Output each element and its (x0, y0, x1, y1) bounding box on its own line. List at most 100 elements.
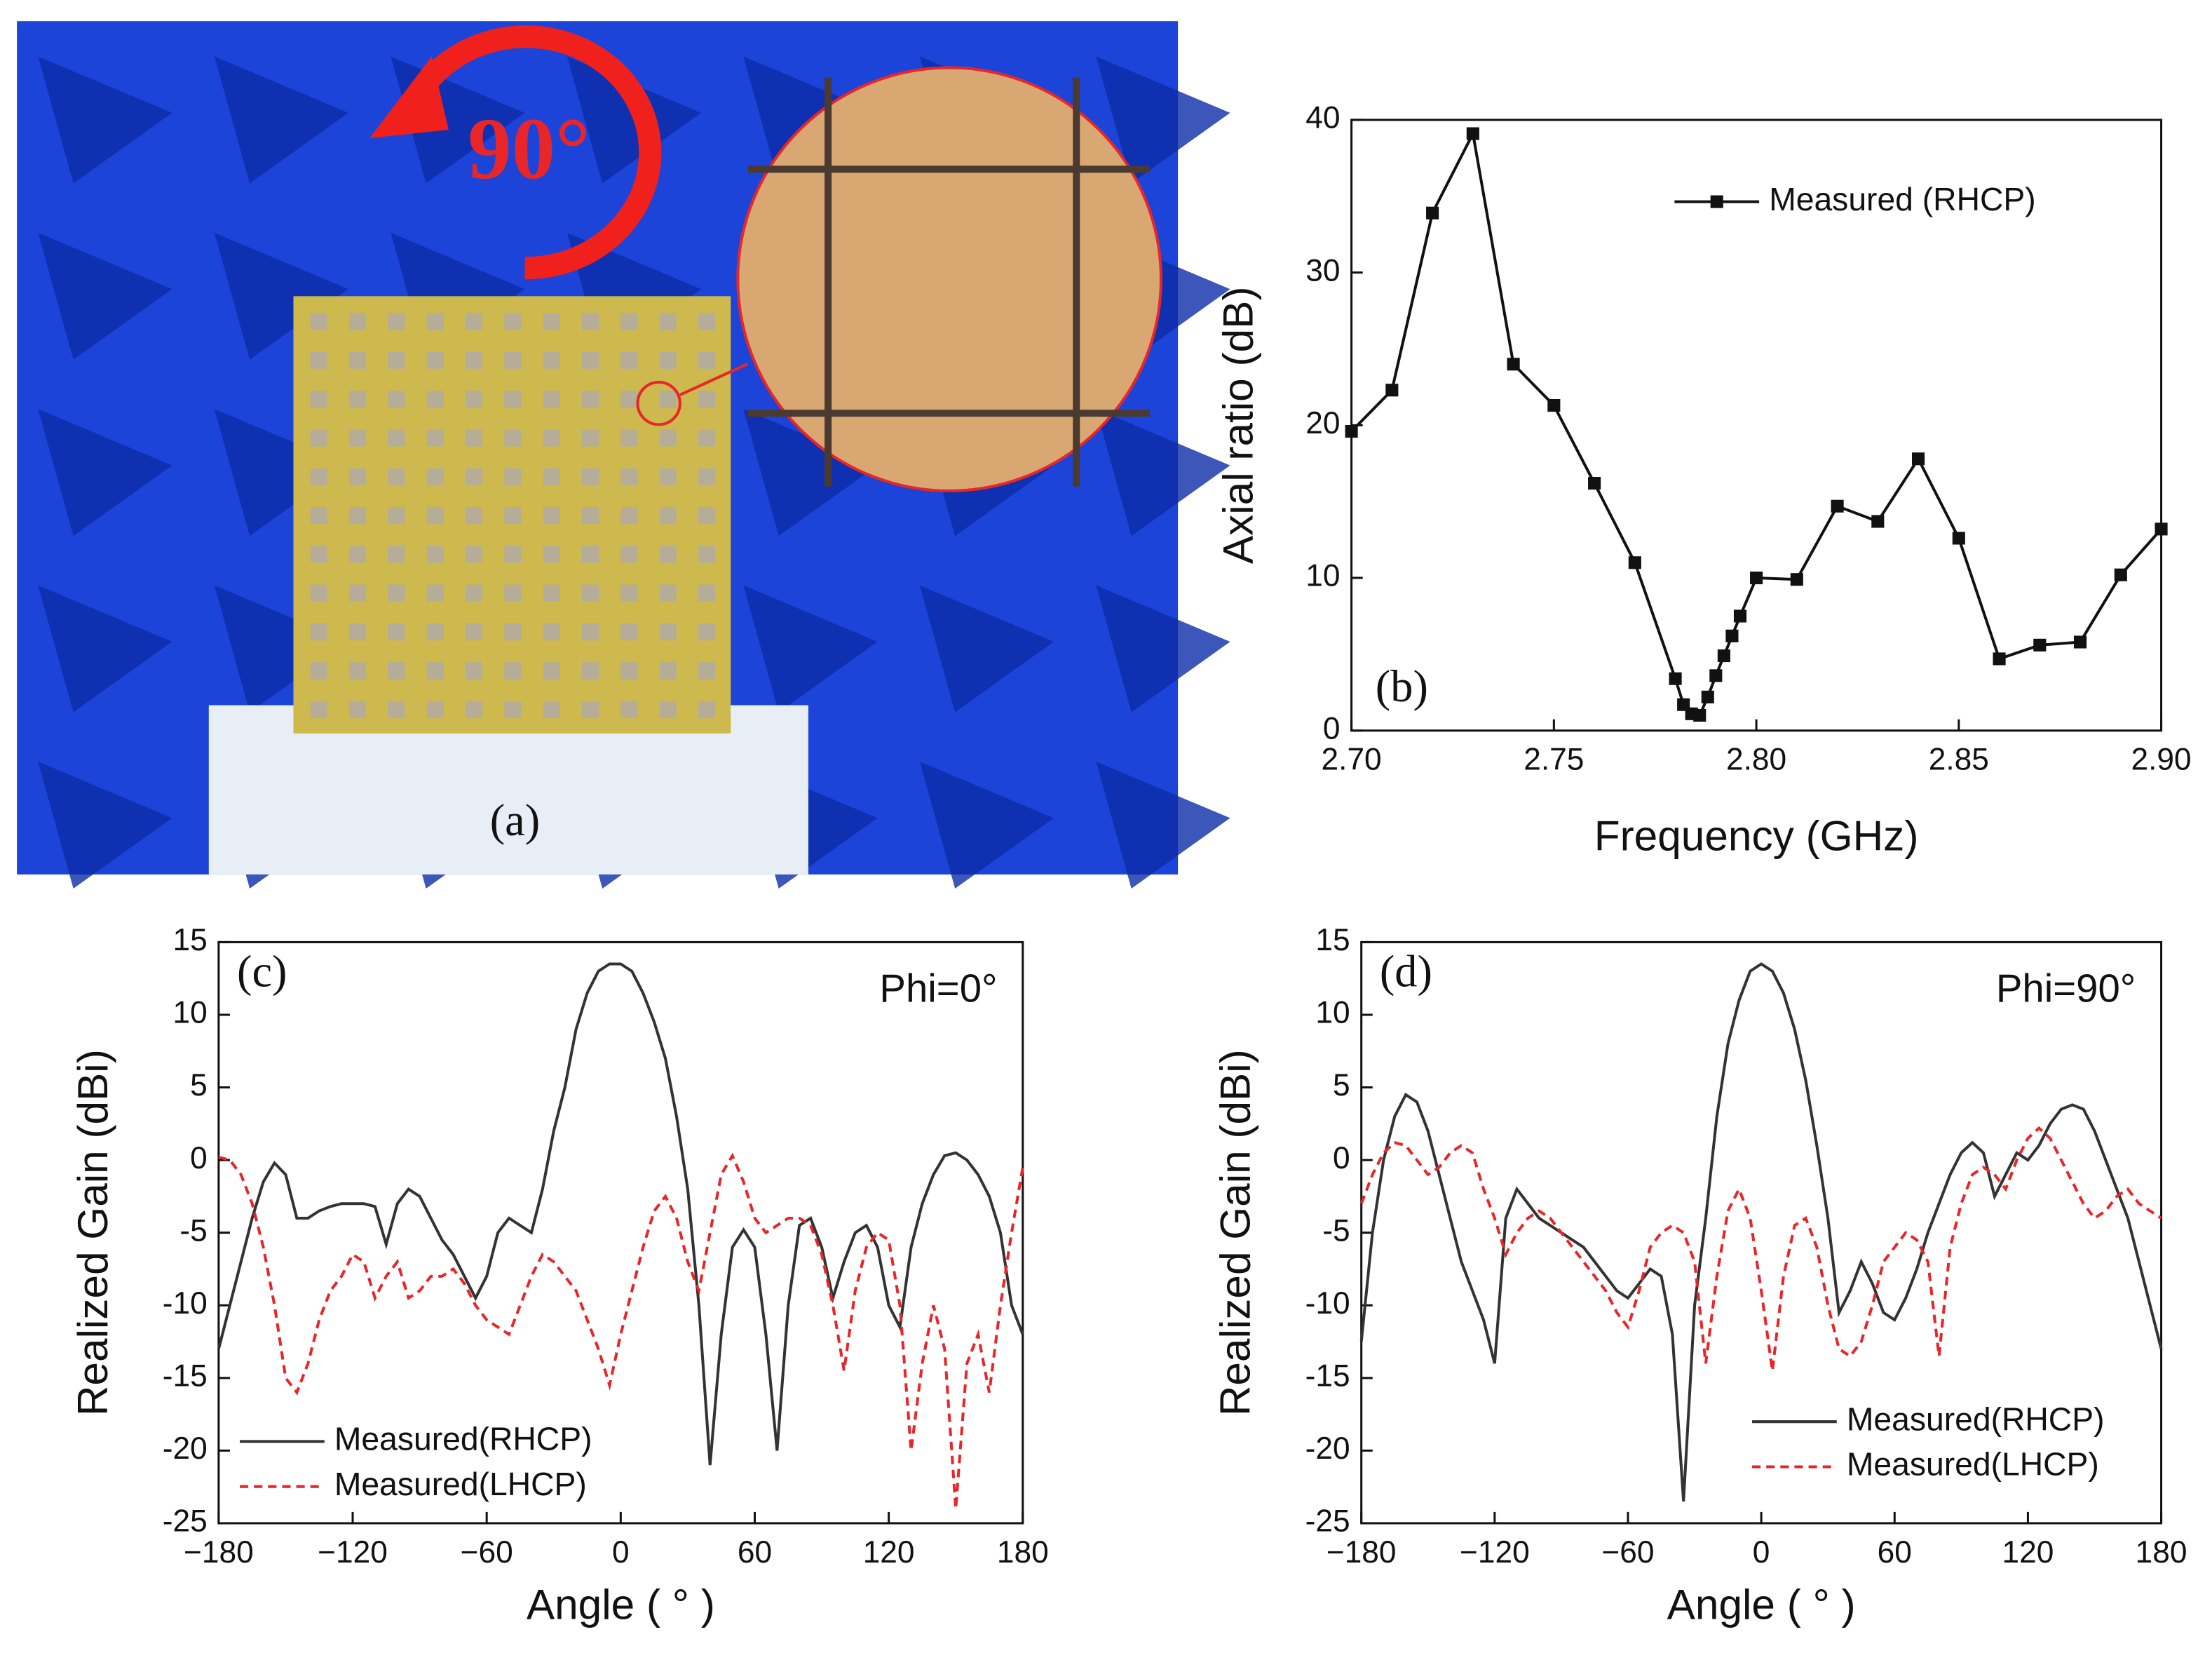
unit-cell (348, 662, 367, 680)
unit-cell (465, 701, 483, 718)
unit-cell (465, 391, 483, 408)
zoom-gaps (747, 77, 1150, 487)
x-tick-label: −60 (1601, 1535, 1654, 1570)
unit-cell (504, 391, 522, 408)
unit-cell (465, 351, 483, 369)
unit-cell (504, 429, 522, 447)
absorber-cone (38, 232, 172, 360)
unit-cell (543, 584, 560, 602)
unit-cell (426, 546, 444, 563)
unit-cell (698, 546, 716, 563)
absorber-cone (214, 232, 348, 360)
y-tick-label: 0 (190, 1141, 208, 1175)
x-axis-label: Angle ( ° ) (527, 1581, 715, 1628)
annotation: Phi=0° (879, 966, 997, 1011)
unit-cell (465, 429, 483, 447)
unit-cell (659, 623, 677, 641)
unit-cell (388, 313, 405, 330)
unit-cell (659, 429, 677, 447)
panel-label: (d) (1380, 946, 1432, 996)
x-tick-label: −180 (184, 1535, 254, 1570)
y-tick-label: 20 (1305, 406, 1340, 440)
y-axis-label: Realized Gain (dBi) (69, 1049, 116, 1416)
unit-cell (310, 391, 327, 408)
unit-cell (388, 351, 405, 369)
unit-cell (620, 701, 638, 718)
legend-label: Measured (RHCP) (1769, 181, 2035, 217)
x-tick-label: −180 (1326, 1535, 1397, 1570)
data-point (2033, 638, 2047, 652)
data-point (1669, 672, 1682, 685)
unit-cell (543, 662, 560, 680)
data-point (1385, 384, 1399, 397)
y-tick-label: -15 (163, 1359, 208, 1394)
y-tick-label: 10 (1315, 996, 1350, 1030)
unit-cell (659, 391, 677, 408)
rotation-arrow (414, 25, 662, 280)
data-point (1345, 425, 1358, 438)
absorber-cone (1096, 585, 1230, 713)
data-point (2114, 568, 2127, 581)
legend-label: Measured(RHCP) (334, 1421, 592, 1457)
absorber-cone (214, 56, 348, 184)
unit-cell (698, 429, 716, 447)
x-tick-label: 120 (863, 1535, 915, 1570)
data-point (1717, 649, 1730, 663)
unit-cell (581, 506, 599, 525)
y-axis-label: Realized Gain (dBi) (1212, 1049, 1259, 1416)
unit-cell (348, 391, 367, 408)
unit-cell (581, 546, 599, 563)
absorber-cone (1096, 56, 1230, 184)
unit-cell (388, 701, 405, 718)
zoom-spot (636, 380, 681, 426)
unit-cell (504, 662, 522, 680)
unit-cell (543, 313, 560, 330)
y-tick-label: 10 (1305, 559, 1340, 593)
unit-cell (348, 546, 367, 563)
unit-cell (504, 351, 522, 369)
unit-cell (581, 662, 599, 680)
unit-cell (465, 584, 483, 602)
unit-cell (310, 623, 327, 641)
data-point (1507, 358, 1520, 371)
unit-cell (620, 391, 638, 408)
unit-cell (504, 701, 522, 718)
unit-cell (465, 313, 483, 330)
unit-cell (310, 351, 327, 369)
x-tick-label: 60 (1878, 1535, 1912, 1570)
unit-cell (698, 468, 716, 485)
unit-cell (620, 351, 638, 369)
unit-cell (388, 623, 405, 641)
data-point (1701, 690, 1714, 703)
data-point (1790, 573, 1803, 586)
unit-cell (388, 391, 405, 408)
unit-cell (698, 313, 716, 330)
unit-cell (388, 584, 405, 602)
unit-cell (348, 584, 367, 602)
unit-cell (581, 468, 599, 485)
y-tick-label: 0 (1323, 711, 1341, 745)
unit-cell (543, 623, 560, 641)
unit-cell (620, 623, 638, 641)
unit-cell (504, 584, 522, 602)
data-point (1952, 532, 1965, 545)
y-tick-label: -25 (163, 1504, 208, 1539)
x-tick-label: −120 (318, 1535, 388, 1570)
unit-cell (504, 546, 522, 563)
unit-cell (310, 468, 327, 485)
x-tick-label: 2.75 (1524, 743, 1584, 777)
y-tick-label: 30 (1305, 253, 1340, 288)
absorber-cone (743, 409, 878, 537)
y-tick-label: 15 (173, 923, 208, 957)
y-tick-label: 15 (1315, 923, 1350, 957)
unit-cell (465, 546, 483, 563)
unit-cell (698, 623, 716, 641)
data-point (1628, 556, 1641, 569)
y-tick-label: -20 (1305, 1431, 1350, 1466)
unit-cell (698, 351, 716, 369)
y-tick-label: 10 (173, 996, 208, 1030)
series-line (1350, 129, 2163, 717)
unit-cell (581, 429, 599, 447)
